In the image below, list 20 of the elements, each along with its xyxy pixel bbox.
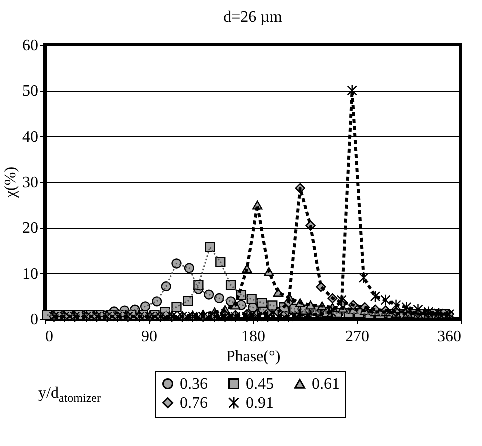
x-axis-title: Phase(°)	[226, 348, 281, 366]
legend-label: 0.76	[180, 395, 208, 412]
legend-label: 0.45	[246, 376, 274, 393]
x-tick-label: 270	[346, 328, 370, 346]
x-tick-label: 0	[46, 328, 54, 346]
y-tick-label: 50	[22, 83, 38, 100]
chart-title: d=26 µm	[224, 9, 283, 26]
y-axis-title: χ(%)	[2, 166, 20, 200]
y-tick-label: 0	[30, 312, 38, 328]
x-tick-label: 90	[142, 328, 158, 346]
x-tick-label: 180	[242, 328, 266, 346]
y-tick-label: 20	[22, 220, 38, 238]
legend-label: 0.36	[180, 376, 208, 393]
legend-label: 0.91	[246, 395, 274, 412]
y-tick-label: 30	[22, 174, 38, 192]
legend-label: 0.61	[312, 376, 340, 393]
y-tick-label: 40	[22, 128, 38, 146]
x-tick-label: 360	[438, 328, 462, 346]
y-tick-label: 60	[22, 38, 38, 54]
y-tick-label: 10	[22, 266, 38, 283]
